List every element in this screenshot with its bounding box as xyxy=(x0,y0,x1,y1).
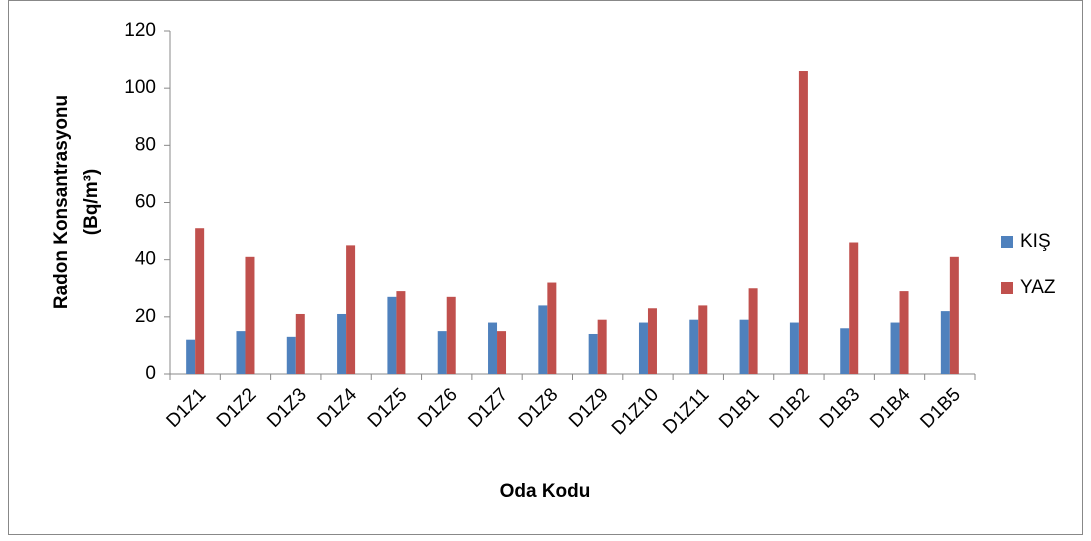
legend-label: YAZ xyxy=(1020,277,1056,298)
bar xyxy=(286,336,296,374)
bar xyxy=(446,296,456,374)
bar xyxy=(698,305,708,374)
bar xyxy=(396,291,406,374)
y-tick-label: 100 xyxy=(124,77,156,98)
bar xyxy=(798,71,808,375)
x-axis-title: Oda Kodu xyxy=(500,481,591,502)
bar xyxy=(195,228,205,374)
bar xyxy=(689,319,699,374)
bar xyxy=(890,322,900,374)
bar xyxy=(346,245,356,374)
bar xyxy=(949,256,959,374)
y-axis-title: (Bq/m³) xyxy=(81,169,102,235)
bar xyxy=(739,319,749,374)
chart-border xyxy=(8,0,1083,535)
y-tick-label: 80 xyxy=(135,134,156,155)
bar xyxy=(940,311,950,374)
y-tick-label: 40 xyxy=(135,249,156,270)
bar xyxy=(748,288,758,374)
legend-label: KIŞ xyxy=(1020,231,1051,252)
bar xyxy=(236,331,246,374)
bar xyxy=(437,331,447,374)
y-tick-label: 120 xyxy=(124,20,156,41)
bar xyxy=(245,256,255,374)
bar xyxy=(387,296,397,374)
y-tick-label: 60 xyxy=(135,192,156,213)
y-axis-title: Radon Konsantrasyonu xyxy=(51,95,72,309)
bar xyxy=(849,242,859,374)
bar xyxy=(547,282,557,374)
bar xyxy=(186,339,196,374)
legend-swatch xyxy=(1001,236,1013,248)
bar xyxy=(295,313,305,374)
bar xyxy=(647,308,657,374)
bar xyxy=(488,322,498,374)
bar xyxy=(899,291,909,374)
bar xyxy=(538,305,548,374)
bar xyxy=(597,319,607,374)
bar xyxy=(789,322,799,374)
legend-swatch xyxy=(1001,282,1013,294)
bar xyxy=(638,322,648,374)
bar xyxy=(337,313,347,374)
y-tick-label: 0 xyxy=(145,363,156,384)
bar xyxy=(588,333,598,374)
bar xyxy=(840,328,850,374)
bar xyxy=(497,331,507,374)
y-tick-label: 20 xyxy=(135,306,156,327)
